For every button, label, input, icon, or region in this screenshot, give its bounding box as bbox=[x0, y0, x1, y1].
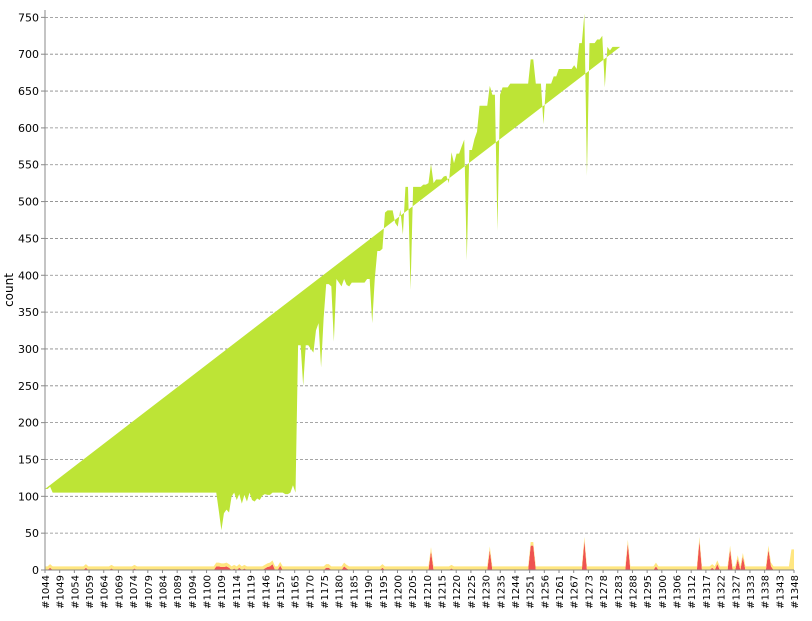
x-tick-label: #1306 bbox=[673, 575, 684, 609]
x-tick-label: #1094 bbox=[188, 575, 199, 609]
x-tick-label: #1100 bbox=[203, 575, 214, 609]
x-tick-label: #1327 bbox=[731, 575, 742, 609]
x-tick-label: #1283 bbox=[614, 575, 625, 609]
y-tick-label: 600 bbox=[18, 122, 39, 135]
x-tick-label: #1064 bbox=[100, 575, 111, 609]
y-tick-label: 500 bbox=[18, 196, 39, 209]
y-tick-label: 350 bbox=[18, 306, 39, 319]
x-tick-label: #1175 bbox=[320, 575, 331, 609]
x-tick-label: #1312 bbox=[687, 575, 698, 609]
x-tick-label: #1205 bbox=[408, 575, 419, 609]
x-tick-label: #1210 bbox=[423, 575, 434, 609]
x-tick-label: #1225 bbox=[467, 575, 478, 609]
x-tick-label: #1256 bbox=[540, 575, 551, 609]
x-tick-label: #1059 bbox=[85, 575, 96, 609]
y-tick-label: 300 bbox=[18, 343, 39, 356]
x-tick-label: #1079 bbox=[144, 575, 155, 609]
y-tick-label: 750 bbox=[18, 11, 39, 24]
x-tick-label: #1180 bbox=[335, 575, 346, 609]
y-tick-label: 50 bbox=[25, 527, 39, 540]
y-tick-label: 400 bbox=[18, 269, 39, 282]
x-tick-label: #1170 bbox=[305, 575, 316, 609]
x-tick-label: #1190 bbox=[364, 575, 375, 609]
area-series-fail bbox=[45, 540, 794, 570]
x-tick-label: #1333 bbox=[746, 575, 757, 609]
x-tick-label: #1054 bbox=[70, 575, 81, 609]
x-tick-label: #1165 bbox=[291, 575, 302, 609]
x-tick-label: #1322 bbox=[717, 575, 728, 609]
x-tick-label: #1261 bbox=[555, 575, 566, 609]
x-tick-label: #1251 bbox=[526, 575, 537, 609]
y-tick-label: 200 bbox=[18, 417, 39, 430]
x-tick-label: #1044 bbox=[41, 575, 52, 609]
x-tick-label: #1114 bbox=[232, 575, 243, 609]
x-tick-label: #1278 bbox=[599, 575, 610, 609]
x-tick-label: #1109 bbox=[217, 575, 228, 609]
y-tick-label: 0 bbox=[32, 564, 39, 577]
x-tick-label: #1300 bbox=[658, 575, 669, 609]
x-tick-label: #1215 bbox=[438, 575, 449, 609]
x-tick-label: #1074 bbox=[129, 575, 140, 609]
x-tick-label: #1230 bbox=[482, 575, 493, 609]
x-tick-label: #1338 bbox=[761, 575, 772, 609]
x-tick-label: #1195 bbox=[379, 575, 390, 609]
x-tick-label: #1084 bbox=[158, 575, 169, 609]
x-tick-label: #1119 bbox=[247, 575, 258, 609]
y-tick-label: 650 bbox=[18, 85, 39, 98]
y-tick-label: 450 bbox=[18, 232, 39, 245]
x-tick-label: #1343 bbox=[775, 575, 786, 609]
x-tick-label: #1267 bbox=[570, 575, 581, 609]
x-tick-label: #1235 bbox=[496, 575, 507, 609]
y-tick-label: 550 bbox=[18, 159, 39, 172]
x-tick-label: #1317 bbox=[702, 575, 713, 609]
area-series-pass bbox=[45, 13, 621, 531]
x-tick-label: #1049 bbox=[56, 575, 67, 609]
y-tick-label: 150 bbox=[18, 453, 39, 466]
y-tick-label: 250 bbox=[18, 380, 39, 393]
x-tick-label: #1069 bbox=[114, 575, 125, 609]
x-tick-label: #1146 bbox=[261, 575, 272, 609]
x-tick-label: #1244 bbox=[511, 575, 522, 609]
y-tick-label: 700 bbox=[18, 48, 39, 61]
x-tick-label: #1348 bbox=[790, 575, 801, 609]
x-tick-label: #1295 bbox=[643, 575, 654, 609]
area-series-skip bbox=[45, 536, 794, 570]
x-tick-label: #1288 bbox=[628, 575, 639, 609]
x-tick-label: #1089 bbox=[173, 575, 184, 609]
y-axis-title: count bbox=[2, 273, 16, 307]
x-tick-label: #1157 bbox=[276, 575, 287, 609]
x-tick-label: #1200 bbox=[393, 575, 404, 609]
x-tick-label: #1220 bbox=[452, 575, 463, 609]
x-tick-label: #1185 bbox=[349, 575, 360, 609]
y-tick-label: 100 bbox=[18, 490, 39, 503]
x-tick-label: #1273 bbox=[584, 575, 595, 609]
